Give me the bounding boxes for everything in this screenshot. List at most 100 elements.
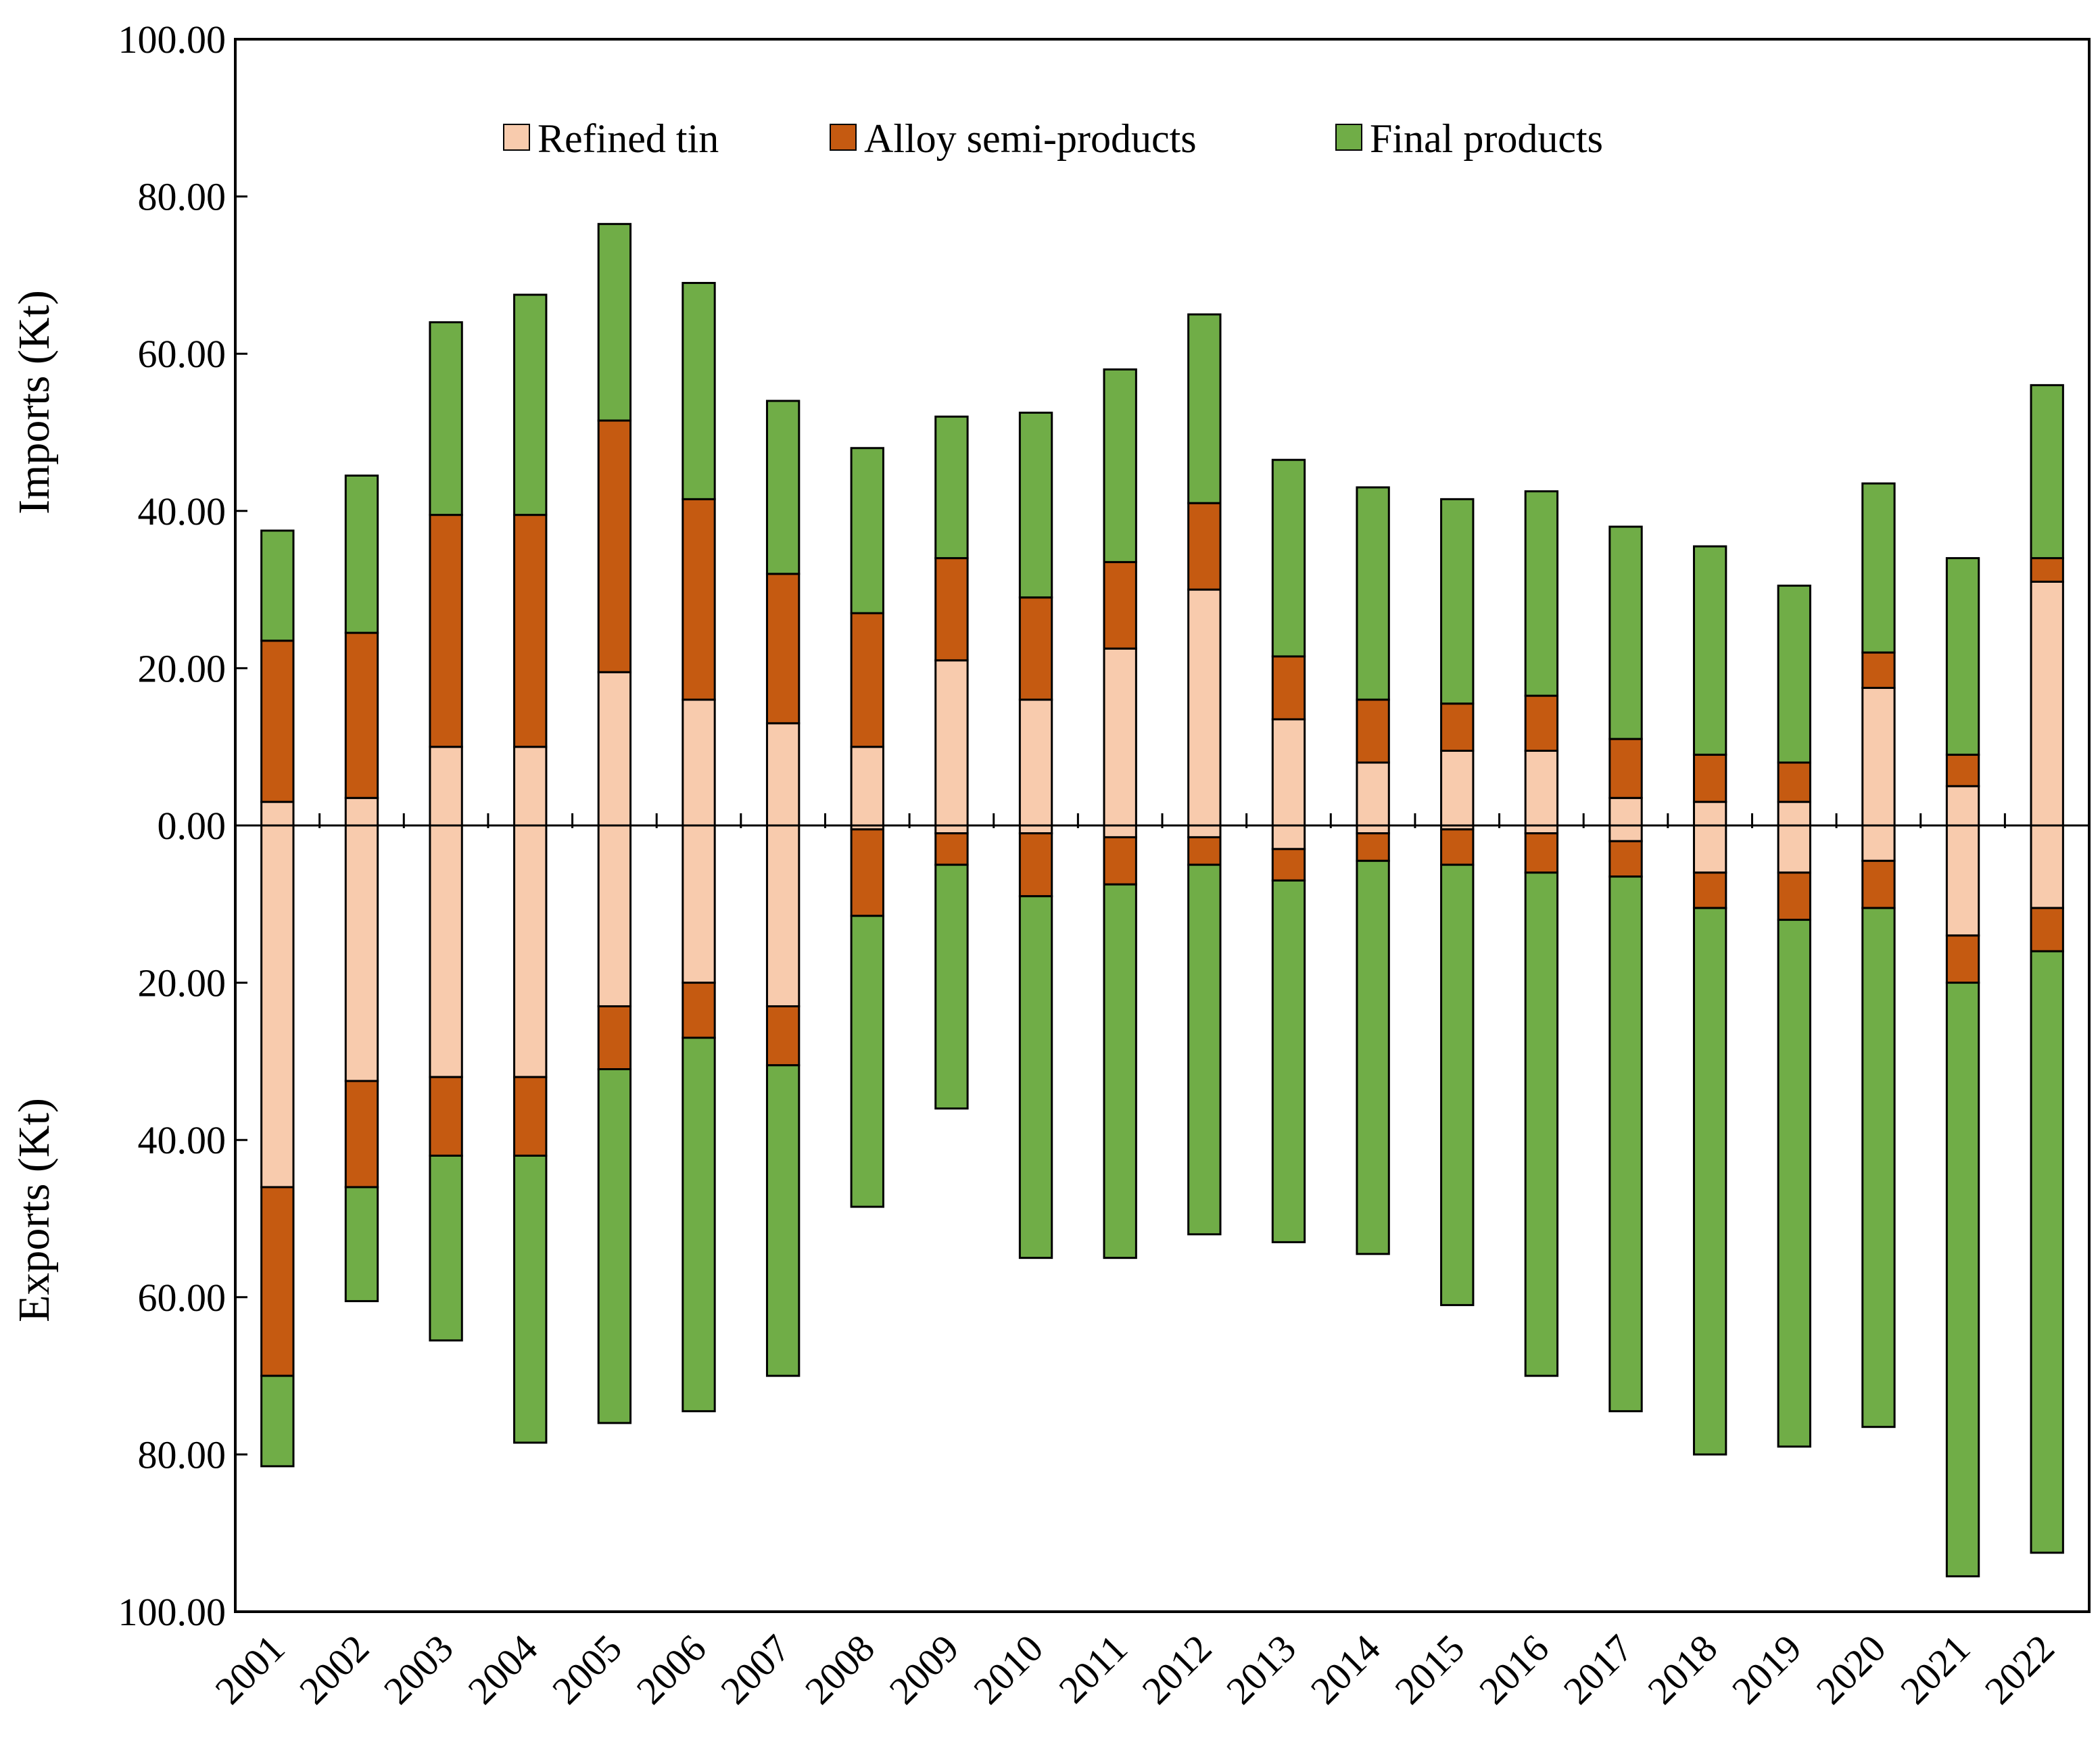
- bar-import-refined-tin-2009: [934, 659, 969, 827]
- bar-export-final-products-2014: [1356, 859, 1390, 1255]
- x-tick-label-2011: 2011: [1050, 1626, 1135, 1711]
- bar-export-final-products-2006: [682, 1036, 716, 1412]
- bar-export-final-products-2001: [260, 1374, 295, 1468]
- bar-export-alloy-semi-products-2004: [513, 1076, 548, 1157]
- x-tick-label-2013: 2013: [1218, 1626, 1304, 1712]
- bar-export-alloy-semi-products-2006: [682, 982, 716, 1039]
- bar-import-final-products-2007: [765, 400, 801, 575]
- bar-export-refined-tin-2012: [1187, 824, 1222, 838]
- bar-import-refined-tin-2015: [1440, 750, 1475, 827]
- x-tick-label-2006: 2006: [628, 1626, 715, 1712]
- bar-import-final-products-2011: [1103, 368, 1137, 563]
- bar-import-final-products-2001: [260, 529, 295, 642]
- bar-export-alloy-semi-products-2012: [1187, 836, 1222, 866]
- bar-export-alloy-semi-products-2003: [429, 1076, 463, 1157]
- bar-import-refined-tin-2011: [1103, 647, 1137, 827]
- bar-import-alloy-semi-products-2008: [850, 612, 884, 748]
- x-tick-label-2007: 2007: [712, 1626, 798, 1712]
- bar-export-alloy-semi-products-2015: [1440, 828, 1475, 866]
- bar-import-refined-tin-2021: [1945, 785, 1980, 827]
- bar-import-final-products-2013: [1271, 458, 1306, 658]
- bar-export-alloy-semi-products-2013: [1271, 848, 1306, 882]
- bar-import-final-products-2015: [1440, 498, 1475, 705]
- bar-import-final-products-2004: [513, 293, 548, 517]
- y-tick-label: 20.00: [138, 961, 226, 1005]
- legend-swatch-final-products: [1335, 124, 1362, 151]
- bar-export-final-products-2020: [1861, 907, 1896, 1428]
- bar-import-refined-tin-2008: [850, 746, 884, 827]
- bar-export-refined-tin-2014: [1356, 824, 1390, 835]
- bar-export-alloy-semi-products-2020: [1861, 859, 1896, 909]
- bar-export-final-products-2002: [344, 1186, 379, 1303]
- y-tick-label: 40.00: [138, 1118, 226, 1162]
- bar-export-final-products-2019: [1777, 919, 1811, 1448]
- bar-import-alloy-semi-products-2010: [1018, 596, 1053, 701]
- bar-import-final-products-2003: [429, 321, 463, 517]
- bar-import-alloy-semi-products-2014: [1356, 698, 1390, 764]
- y-tick-label: 100.00: [118, 18, 226, 62]
- bar-export-refined-tin-2022: [2030, 824, 2064, 909]
- bar-import-alloy-semi-products-2012: [1187, 502, 1222, 591]
- bar-export-final-products-2004: [513, 1154, 548, 1444]
- bar-export-final-products-2011: [1103, 883, 1137, 1259]
- bar-import-final-products-2005: [597, 222, 632, 422]
- x-tick-label-2001: 2001: [207, 1626, 293, 1712]
- bars-layer: [260, 222, 2064, 1578]
- bar-export-refined-tin-2019: [1777, 824, 1811, 874]
- y-axis-ticks: 100.00 80.00 60.00 40.00 20.00 0.00 20.00 40.00…: [118, 18, 247, 1634]
- y-tick-label: 40.00: [138, 489, 226, 533]
- x-tick-label-2008: 2008: [796, 1626, 883, 1712]
- bar-export-final-products-2010: [1018, 895, 1053, 1259]
- bar-import-final-products-2009: [934, 415, 969, 560]
- bar-export-refined-tin-2004: [513, 824, 548, 1078]
- bar-export-refined-tin-2001: [260, 824, 295, 1188]
- x-tick-label-2022: 2022: [1976, 1626, 2063, 1712]
- x-tick-label-2019: 2019: [1723, 1626, 1810, 1712]
- legend-label-refined-tin: Refined tin: [538, 116, 719, 161]
- bar-import-alloy-semi-products-2007: [765, 573, 801, 725]
- bar-export-final-products-2016: [1524, 871, 1559, 1377]
- bar-export-alloy-semi-products-2019: [1777, 871, 1811, 921]
- bar-import-alloy-semi-products-2015: [1440, 702, 1475, 752]
- x-tick-label-2015: 2015: [1386, 1626, 1473, 1712]
- bar-import-alloy-semi-products-2011: [1103, 560, 1137, 650]
- bar-import-final-products-2020: [1861, 482, 1896, 654]
- bar-export-alloy-semi-products-2001: [260, 1186, 295, 1377]
- bar-export-alloy-semi-products-2008: [850, 828, 884, 917]
- y-tick-label: 80.00: [138, 175, 226, 219]
- y-tick-label: 80.00: [138, 1433, 226, 1476]
- bar-export-alloy-semi-products-2017: [1608, 840, 1643, 878]
- legend-swatch-refined-tin: [503, 124, 530, 151]
- bar-import-final-products-2022: [2030, 384, 2064, 560]
- bar-import-final-products-2014: [1356, 486, 1390, 701]
- bar-export-alloy-semi-products-2005: [597, 1005, 632, 1071]
- bar-import-refined-tin-2004: [513, 746, 548, 827]
- y-tick-label: 60.00: [138, 1276, 226, 1320]
- bar-export-final-products-2017: [1608, 875, 1643, 1412]
- bar-import-refined-tin-2014: [1356, 761, 1390, 827]
- bar-export-final-products-2013: [1271, 879, 1306, 1243]
- y-axis-title-imports: Imports (Kt): [9, 290, 59, 514]
- bar-export-final-products-2007: [765, 1064, 801, 1377]
- bar-export-alloy-semi-products-2018: [1692, 871, 1727, 909]
- bar-import-refined-tin-2006: [682, 698, 716, 827]
- bar-import-final-products-2017: [1608, 525, 1643, 740]
- bar-export-refined-tin-2003: [429, 824, 463, 1078]
- bar-import-refined-tin-2002: [344, 796, 379, 827]
- legend-label-alloy-semi-products: Alloy semi-products: [864, 116, 1197, 161]
- x-tick-label-2014: 2014: [1302, 1626, 1389, 1712]
- bar-import-alloy-semi-products-2004: [513, 514, 548, 748]
- bar-export-alloy-semi-products-2010: [1018, 832, 1053, 898]
- bar-import-alloy-semi-products-2021: [1945, 753, 1980, 788]
- bar-export-refined-tin-2020: [1861, 824, 1896, 862]
- bar-import-final-products-2002: [344, 474, 379, 634]
- bar-import-refined-tin-2001: [260, 800, 295, 827]
- bar-import-alloy-semi-products-2016: [1524, 694, 1559, 752]
- bar-export-alloy-semi-products-2011: [1103, 836, 1137, 886]
- y-tick-label: 0.00: [158, 804, 226, 848]
- bar-export-refined-tin-2006: [682, 824, 716, 984]
- x-tick-label-2002: 2002: [291, 1626, 377, 1712]
- bar-import-final-products-2018: [1692, 545, 1727, 756]
- x-tick-label-2016: 2016: [1471, 1626, 1557, 1712]
- bar-export-refined-tin-2011: [1103, 824, 1137, 838]
